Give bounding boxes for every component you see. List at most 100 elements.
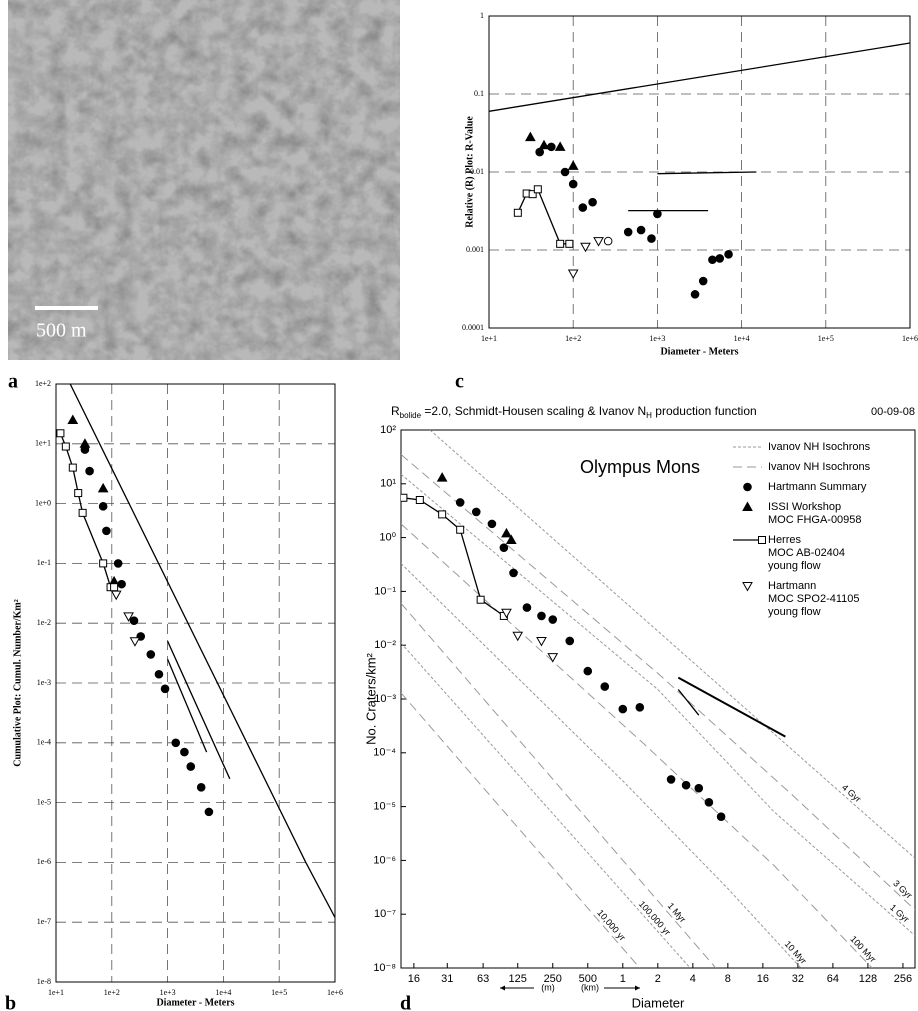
data-point bbox=[690, 290, 700, 299]
data-point bbox=[117, 579, 126, 589]
y-tick-label: 1e-3 bbox=[37, 678, 51, 687]
legend-label: Ivanov NH Isochrons bbox=[768, 441, 871, 453]
legend-symbol bbox=[743, 482, 752, 492]
panel-label: d bbox=[400, 993, 411, 1011]
data-point bbox=[536, 636, 547, 647]
data-point bbox=[535, 147, 544, 157]
y-tick-label: 0.01 bbox=[470, 167, 484, 176]
data-point bbox=[171, 738, 181, 748]
legend-label: Hartmann MOC SPO2-41105 young flow bbox=[768, 580, 860, 618]
chart-title: Rbolide =2.0, Schmidt-Housen scaling & I… bbox=[391, 404, 757, 420]
legend-symbol bbox=[742, 501, 753, 511]
x-tick-label: 1e+5 bbox=[271, 988, 287, 997]
plot-area bbox=[401, 430, 915, 968]
data-point bbox=[80, 445, 90, 454]
data-point bbox=[537, 611, 546, 621]
y-tick-label: 1e-2 bbox=[37, 618, 51, 627]
data-point bbox=[565, 239, 574, 248]
series-line bbox=[167, 640, 231, 780]
data-point bbox=[99, 559, 108, 568]
data-point bbox=[110, 583, 119, 592]
y-tick-label: 1e+1 bbox=[35, 439, 51, 448]
isochron bbox=[401, 642, 691, 968]
y-tick-label: 1e-8 bbox=[37, 977, 51, 986]
data-point bbox=[415, 495, 424, 504]
data-point bbox=[603, 236, 613, 246]
data-point bbox=[593, 237, 604, 247]
data-point bbox=[715, 254, 725, 263]
data-point bbox=[154, 669, 164, 679]
data-point bbox=[68, 463, 77, 472]
x-axis-label: Diameter - Meters bbox=[156, 997, 234, 1008]
y-tick-label: 0.001 bbox=[466, 245, 484, 254]
x-axis-label: Diameter - Meters bbox=[660, 346, 738, 357]
y-tick-label: 10⁻⁷ bbox=[374, 908, 396, 920]
y-tick-label: 10⁰ bbox=[379, 532, 396, 544]
data-point bbox=[456, 525, 465, 534]
x-tick-label: 32 bbox=[792, 973, 804, 985]
data-point bbox=[512, 631, 524, 642]
data-point bbox=[78, 508, 87, 517]
x-tick-label: 1e+4 bbox=[215, 988, 231, 997]
data-point bbox=[578, 203, 588, 212]
data-point bbox=[455, 498, 465, 507]
x-tick-label: 1 bbox=[620, 973, 626, 985]
y-tick-label: 10⁻⁶ bbox=[373, 854, 396, 866]
data-point bbox=[204, 807, 214, 817]
y-tick-label: 10⁻⁴ bbox=[373, 747, 396, 759]
plot-area bbox=[56, 384, 335, 918]
series-line bbox=[403, 497, 505, 617]
data-point bbox=[618, 704, 628, 714]
y-axis-label: No. Craters/km² bbox=[363, 652, 378, 744]
y-axis-label: Cumulative Plot: Cumul. Number/Km² bbox=[12, 599, 23, 766]
isochron bbox=[401, 692, 641, 968]
data-point bbox=[56, 429, 65, 438]
x-tick-label: 128 bbox=[859, 973, 877, 985]
x-tick-label: 1e+1 bbox=[48, 988, 64, 997]
chart-date: 00-09-08 bbox=[871, 406, 915, 418]
y-tick-label: 1e-1 bbox=[37, 558, 51, 567]
data-point bbox=[636, 225, 646, 235]
data-point bbox=[666, 775, 676, 784]
data-point bbox=[554, 141, 566, 151]
y-axis-label: Relative (R) Plot: R-Value bbox=[464, 116, 475, 228]
y-tick-label: 1e-6 bbox=[37, 857, 51, 866]
title-part: bolide bbox=[400, 411, 422, 420]
legend-symbol bbox=[758, 536, 766, 544]
x-tick-label: 1e+3 bbox=[160, 988, 176, 997]
x-tick-label: 1e+2 bbox=[565, 334, 581, 343]
data-point bbox=[556, 239, 565, 248]
x-tick-label: 1e+6 bbox=[902, 334, 918, 343]
title-part: =2.0, Schmidt-Housen scaling & Ivanov N bbox=[421, 404, 646, 418]
data-point bbox=[704, 798, 714, 807]
data-point bbox=[547, 653, 559, 663]
unit-arrow-head bbox=[500, 985, 505, 991]
data-point bbox=[61, 442, 70, 451]
y-tick-label: 10⁻² bbox=[374, 639, 396, 651]
data-point bbox=[565, 636, 575, 646]
isochron bbox=[401, 563, 802, 968]
data-point bbox=[74, 489, 83, 498]
data-point bbox=[123, 612, 134, 622]
data-point bbox=[509, 568, 518, 578]
data-point bbox=[146, 650, 156, 659]
isochron-label: 1 Myr bbox=[666, 901, 688, 925]
data-point bbox=[513, 208, 522, 217]
plot-frame bbox=[400, 429, 916, 969]
x-tick-label: 256 bbox=[894, 973, 912, 985]
data-point bbox=[401, 493, 408, 502]
x-tick-label: 8 bbox=[725, 973, 731, 985]
data-point bbox=[186, 762, 196, 771]
title-part: production function bbox=[652, 404, 757, 418]
y-tick-label: 0.1 bbox=[474, 89, 484, 98]
data-point bbox=[580, 242, 591, 253]
y-tick-label: 10⁻⁵ bbox=[373, 801, 396, 813]
y-tick-label: 10⁻⁸ bbox=[373, 962, 396, 974]
y-tick-label: 1e-4 bbox=[37, 738, 51, 747]
data-point bbox=[708, 255, 717, 265]
x-tick-label: 16 bbox=[757, 973, 769, 985]
data-point bbox=[160, 684, 170, 694]
data-point bbox=[560, 167, 570, 177]
data-point bbox=[698, 276, 708, 286]
